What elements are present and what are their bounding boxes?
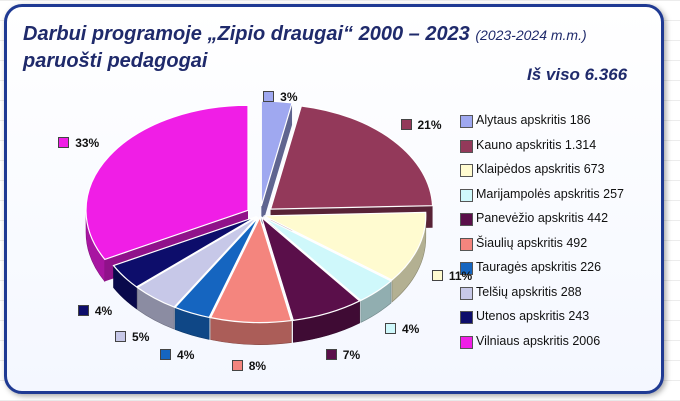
pie-slice-face-1-1 xyxy=(261,102,293,228)
percent-label-5: 7% xyxy=(325,348,361,363)
percent-label-3: 11% xyxy=(431,269,473,284)
percent-swatch xyxy=(431,270,443,282)
legend-swatch xyxy=(460,139,473,153)
pie-slice-9 xyxy=(112,215,258,288)
percent-text: 4% xyxy=(177,348,195,363)
percent-text: 7% xyxy=(342,348,361,363)
pie-slice-6 xyxy=(209,215,293,324)
pie-slice-7 xyxy=(174,216,259,319)
percent-label-8: 5% xyxy=(115,330,149,344)
legend-label: Telšių apskritis 288 xyxy=(476,284,582,299)
percent-text: 4% xyxy=(402,321,420,336)
legend-label: Alytaus apskritis 186 xyxy=(476,113,591,127)
percent-swatch xyxy=(400,118,412,130)
percent-text: 21% xyxy=(417,117,442,132)
legend-label: Marijampolės apskritis 257 xyxy=(476,186,624,201)
percent-label-7: 4% xyxy=(160,348,194,362)
percent-label-2: 21% xyxy=(400,117,442,132)
legend-label: Tauragės apskritis 226 xyxy=(476,260,602,274)
percent-text: 11% xyxy=(448,269,473,284)
pie-slice-2 xyxy=(269,105,434,210)
percent-swatch xyxy=(263,91,275,102)
legend-swatch xyxy=(460,335,473,349)
legend-label: Kauno apskritis 1.314 xyxy=(476,137,597,152)
percent-swatch xyxy=(385,322,396,334)
percent-label-9: 4% xyxy=(77,303,113,318)
percent-text: 33% xyxy=(75,136,100,151)
percent-label-1: 3% xyxy=(263,90,297,104)
percent-swatch xyxy=(77,304,89,316)
percent-swatch xyxy=(58,137,70,149)
percent-swatch xyxy=(115,330,127,342)
legend-swatch xyxy=(460,262,473,275)
legend-label: Vilniaus apskritis 2006 xyxy=(476,333,601,348)
legend-swatch xyxy=(460,286,473,300)
legend-label: Panevėžio apskritis 442 xyxy=(476,211,609,225)
percent-text: 8% xyxy=(248,359,267,374)
pie-slice-3 xyxy=(263,211,427,281)
pie-slice-8 xyxy=(136,216,258,308)
pie-slice-10 xyxy=(85,104,249,261)
legend-swatch xyxy=(460,237,473,251)
percent-text: 5% xyxy=(132,329,150,344)
percent-label-6: 8% xyxy=(231,359,267,374)
percent-text: 4% xyxy=(94,303,113,318)
pie-slice-5 xyxy=(260,215,361,322)
percent-label-10: 33% xyxy=(58,136,99,150)
chart-title: Darbui programoje „Zipio draugai“ 2000 –… xyxy=(23,21,643,74)
title-subtitle: (2023-2024 m.m.) xyxy=(475,27,587,43)
percent-swatch xyxy=(325,349,337,361)
legend-label: Utenos apskritis 243 xyxy=(476,309,590,323)
percent-swatch xyxy=(231,360,243,372)
legend-swatch xyxy=(460,164,473,177)
legend-swatch xyxy=(460,115,473,128)
percent-text: 3% xyxy=(280,90,298,104)
legend-label: Šiaulių apskritis 492 xyxy=(476,235,588,250)
title-main: Darbui programoje „Zipio draugai“ 2000 –… xyxy=(23,23,470,45)
pie-slice-4 xyxy=(262,216,393,302)
total-label: Iš viso 6.366 xyxy=(527,65,628,84)
legend-label: Klaipėdos apskritis 673 xyxy=(476,162,605,176)
percent-swatch xyxy=(160,349,172,361)
legend-swatch xyxy=(460,188,473,202)
legend-swatch xyxy=(460,213,473,226)
pie-slice-1 xyxy=(260,100,293,207)
title-line2: paruošti pedagogai xyxy=(23,50,208,72)
percent-label-4: 4% xyxy=(385,322,419,336)
legend-swatch xyxy=(460,311,473,324)
